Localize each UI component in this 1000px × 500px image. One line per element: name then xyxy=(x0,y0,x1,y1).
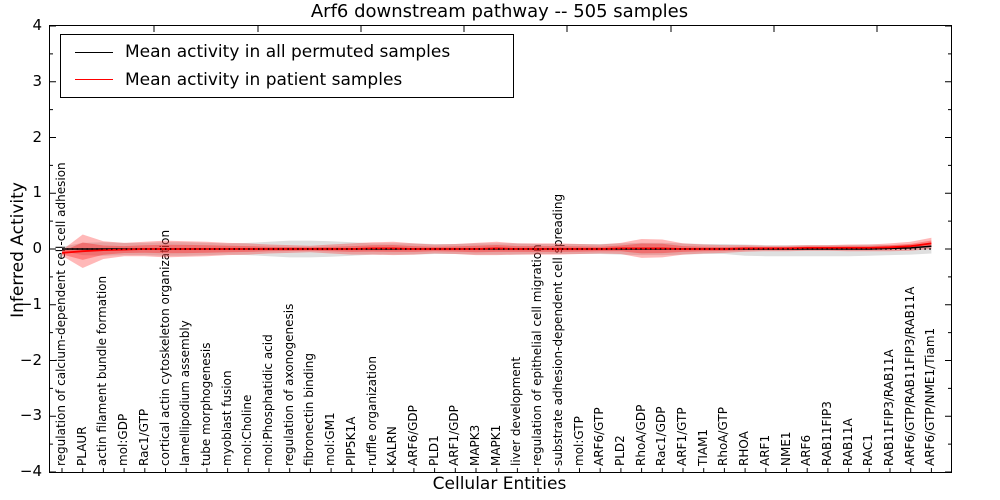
legend-label: Mean activity in patient samples xyxy=(125,69,403,90)
y-tick-label: 4 xyxy=(32,16,42,34)
x-axis-label: Cellular Entities xyxy=(432,474,567,494)
plot-canvas xyxy=(50,26,951,472)
patient-mean-line xyxy=(61,242,932,254)
chart-title: Arf6 downstream pathway -- 505 samples xyxy=(310,1,689,22)
y-tick-label: −3 xyxy=(19,406,42,425)
y-tick-label: −1 xyxy=(19,294,42,313)
patient-inner-band xyxy=(62,240,932,260)
legend-label: Mean activity in all permuted samples xyxy=(125,42,451,63)
y-tick-label: 0 xyxy=(32,239,42,257)
legend-item-patient: Mean activity in patient samples xyxy=(61,70,513,90)
patient-std-band xyxy=(62,234,932,268)
y-tick-label: −4 xyxy=(19,462,42,480)
y-tick-label: −2 xyxy=(19,350,42,369)
y-tick-label: 1 xyxy=(32,183,42,202)
y-tick-label: 3 xyxy=(32,71,42,90)
legend-item-permuted: Mean activity in all permuted samples xyxy=(61,42,513,62)
axis-ticks xyxy=(50,26,951,472)
plot-area xyxy=(49,25,952,473)
red-line-swatch xyxy=(75,79,113,81)
y-tick-label: 2 xyxy=(32,127,42,146)
black-line-swatch xyxy=(75,51,113,53)
legend: Mean activity in all permuted samples Me… xyxy=(60,34,514,98)
